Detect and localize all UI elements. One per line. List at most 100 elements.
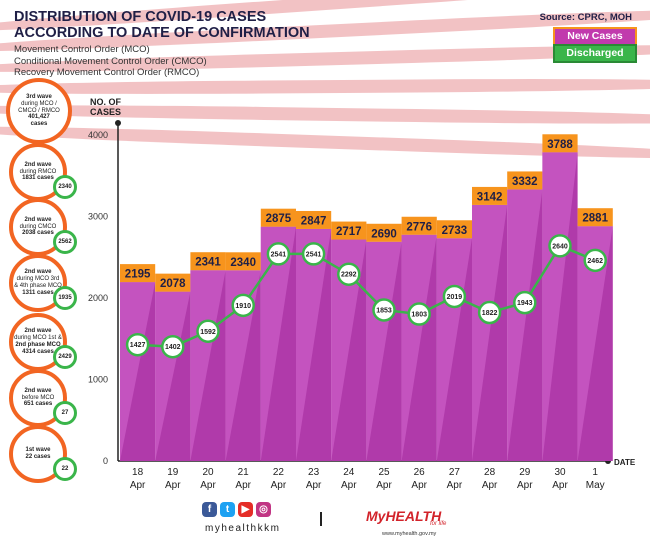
- page-title: DISTRIBUTION OF COVID-19 CASES ACCORDING…: [14, 9, 310, 41]
- wave-badge-line: during CMCO: [19, 223, 57, 230]
- wave-badge-line: 401,427: [28, 114, 50, 121]
- bar-highlight: [190, 270, 226, 461]
- wave-badge: 1st wave 22 cases: [9, 425, 67, 483]
- y-tick-label: 4000: [88, 130, 108, 140]
- bar-label-bg: [507, 171, 543, 190]
- discharged-point: [266, 242, 291, 266]
- x-tick-label-top: 24: [343, 467, 355, 478]
- x-tick-label-bottom: Apr: [165, 480, 181, 491]
- x-tick-label-bottom: Apr: [376, 480, 392, 491]
- discharged-data-label: 1853: [376, 307, 392, 314]
- discharged-data-label: 1822: [482, 310, 498, 317]
- subtitle-block: Movement Control Order (MCO) Conditional…: [14, 44, 207, 79]
- bar-data-label: 3332: [512, 176, 538, 188]
- bar-highlight: [225, 270, 261, 461]
- discharged-data-label: 2541: [271, 251, 287, 258]
- bar-highlight: [120, 282, 156, 461]
- wave-badge-line: 651 cases: [23, 401, 53, 408]
- discharged-data-label: 1592: [200, 329, 216, 336]
- discharged-point: [231, 293, 255, 318]
- wave-badge-text: 3rd wave during MCO / CMCO / RMCO 401,427 ca…: [18, 94, 60, 128]
- wave-discharged-badge: 22: [53, 457, 77, 481]
- discharged-point: [477, 300, 502, 325]
- wave-badge-text: 1st wave 22 cases: [25, 447, 50, 461]
- discharged-data-label: 2462: [587, 258, 603, 265]
- x-tick-label-bottom: Apr: [447, 480, 463, 491]
- wave-discharged-badge: 2429: [53, 345, 77, 369]
- bar-label-bg: [331, 221, 367, 240]
- logo-tagline: for life: [430, 521, 447, 527]
- wave-badge-line: 2nd wave: [24, 269, 52, 276]
- bar-highlight: [366, 241, 402, 461]
- x-tick-label-bottom: Apr: [341, 480, 357, 491]
- wave-badge-line: 2038 cases: [22, 230, 54, 237]
- bar-highlight: [472, 204, 508, 461]
- bar-data-label: 2847: [301, 215, 327, 227]
- x-tick-label-bottom: May: [586, 480, 605, 491]
- discharged-point: [301, 242, 326, 266]
- subtitle-cmco: Conditional Movement Control Order (CMCO…: [14, 55, 207, 67]
- wave-badge: 3rd wave during MCO / CMCO / RMCO 401,427 ca…: [6, 78, 72, 144]
- bar-data-label: 2690: [371, 228, 397, 240]
- y-tick-label: 1000: [88, 375, 108, 385]
- bar-highlight: [296, 228, 332, 461]
- x-axis-label: DATE: [614, 458, 636, 467]
- x-tick-label-top: 23: [308, 467, 320, 478]
- y-tick-label: 0: [103, 456, 108, 466]
- discharged-data-label: 1943: [517, 300, 533, 307]
- subtitle-mco: Movement Control Order (MCO): [14, 44, 150, 55]
- bar-highlight: [507, 189, 543, 461]
- wave-badge-text: 2nd wave during RMCO 1831 cases: [20, 162, 57, 182]
- wave-badge-text: 2nd wave during MCO 3rd & 4th phase MCO 131…: [14, 269, 62, 296]
- wave-badge-line: 2nd wave: [24, 161, 52, 168]
- title-line-1: DISTRIBUTION OF COVID-19 CASES: [14, 9, 267, 25]
- wave-badge-line: 2nd wave: [24, 216, 52, 223]
- x-tick-label-bottom: Apr: [271, 480, 287, 491]
- bar-data-label: 2341: [195, 257, 221, 269]
- bar-label-bg: [296, 210, 332, 229]
- discharged-point: [548, 234, 572, 258]
- wave-badge-text: 2nd wave during MCO 1st & 2nd phase MCO 431…: [14, 328, 62, 355]
- x-tick-label-bottom: Apr: [200, 480, 216, 491]
- facebook-icon[interactable]: f: [202, 502, 217, 517]
- twitter-icon[interactable]: t: [220, 502, 235, 517]
- wave-badge-line: 2nd wave: [24, 387, 52, 394]
- wave-badge-line: during MCO /: [21, 100, 57, 107]
- x-tick-label-bottom: Apr: [411, 480, 427, 491]
- x-tick-label-top: 20: [202, 467, 214, 478]
- bar-highlight: [542, 152, 578, 461]
- social-icons: f t ▶ ◎: [202, 502, 271, 517]
- wave-badge-text: 2nd wave during CMCO 2038 cases: [20, 217, 57, 237]
- wave-badge-line: 1831 cases: [22, 175, 54, 182]
- bar-highlight: [260, 226, 296, 461]
- legend-discharged: Discharged: [553, 44, 637, 63]
- bar-highlight: [331, 239, 367, 461]
- discharged-data-label: 2541: [306, 251, 322, 258]
- wave-badge-line: 3rd wave: [26, 94, 52, 100]
- bar-label-bg: [225, 252, 261, 271]
- discharged-point: [125, 332, 150, 357]
- wave-badge-line: 1311 cases: [22, 289, 54, 296]
- x-tick-label-bottom: Apr: [235, 480, 251, 491]
- bar-highlight: [155, 291, 191, 461]
- instagram-icon[interactable]: ◎: [256, 502, 271, 517]
- discharged-point: [442, 284, 467, 309]
- discharged-point: [372, 298, 396, 322]
- bar-data-label: 2078: [160, 278, 186, 290]
- bar-label-bg: [436, 220, 472, 239]
- y-axis-label: NO. OF CASES: [90, 97, 122, 117]
- discharged-data-label: 1803: [411, 312, 427, 319]
- x-tick-label-top: 26: [414, 467, 426, 478]
- discharged-data-label: 1910: [235, 303, 251, 310]
- discharged-data-label: 2019: [447, 294, 463, 301]
- y-axis-cap: [115, 120, 121, 126]
- wave-badge-line: before MCO: [21, 394, 55, 401]
- discharged-point: [161, 334, 185, 359]
- bar-data-label: 2195: [125, 269, 151, 281]
- bar-label-bg: [401, 216, 437, 235]
- x-tick-label-bottom: Apr: [552, 480, 568, 491]
- youtube-icon[interactable]: ▶: [238, 502, 253, 517]
- x-tick-label-top: 25: [378, 467, 390, 478]
- bar-label-bg: [260, 208, 296, 227]
- x-tick-label-top: 29: [519, 467, 531, 478]
